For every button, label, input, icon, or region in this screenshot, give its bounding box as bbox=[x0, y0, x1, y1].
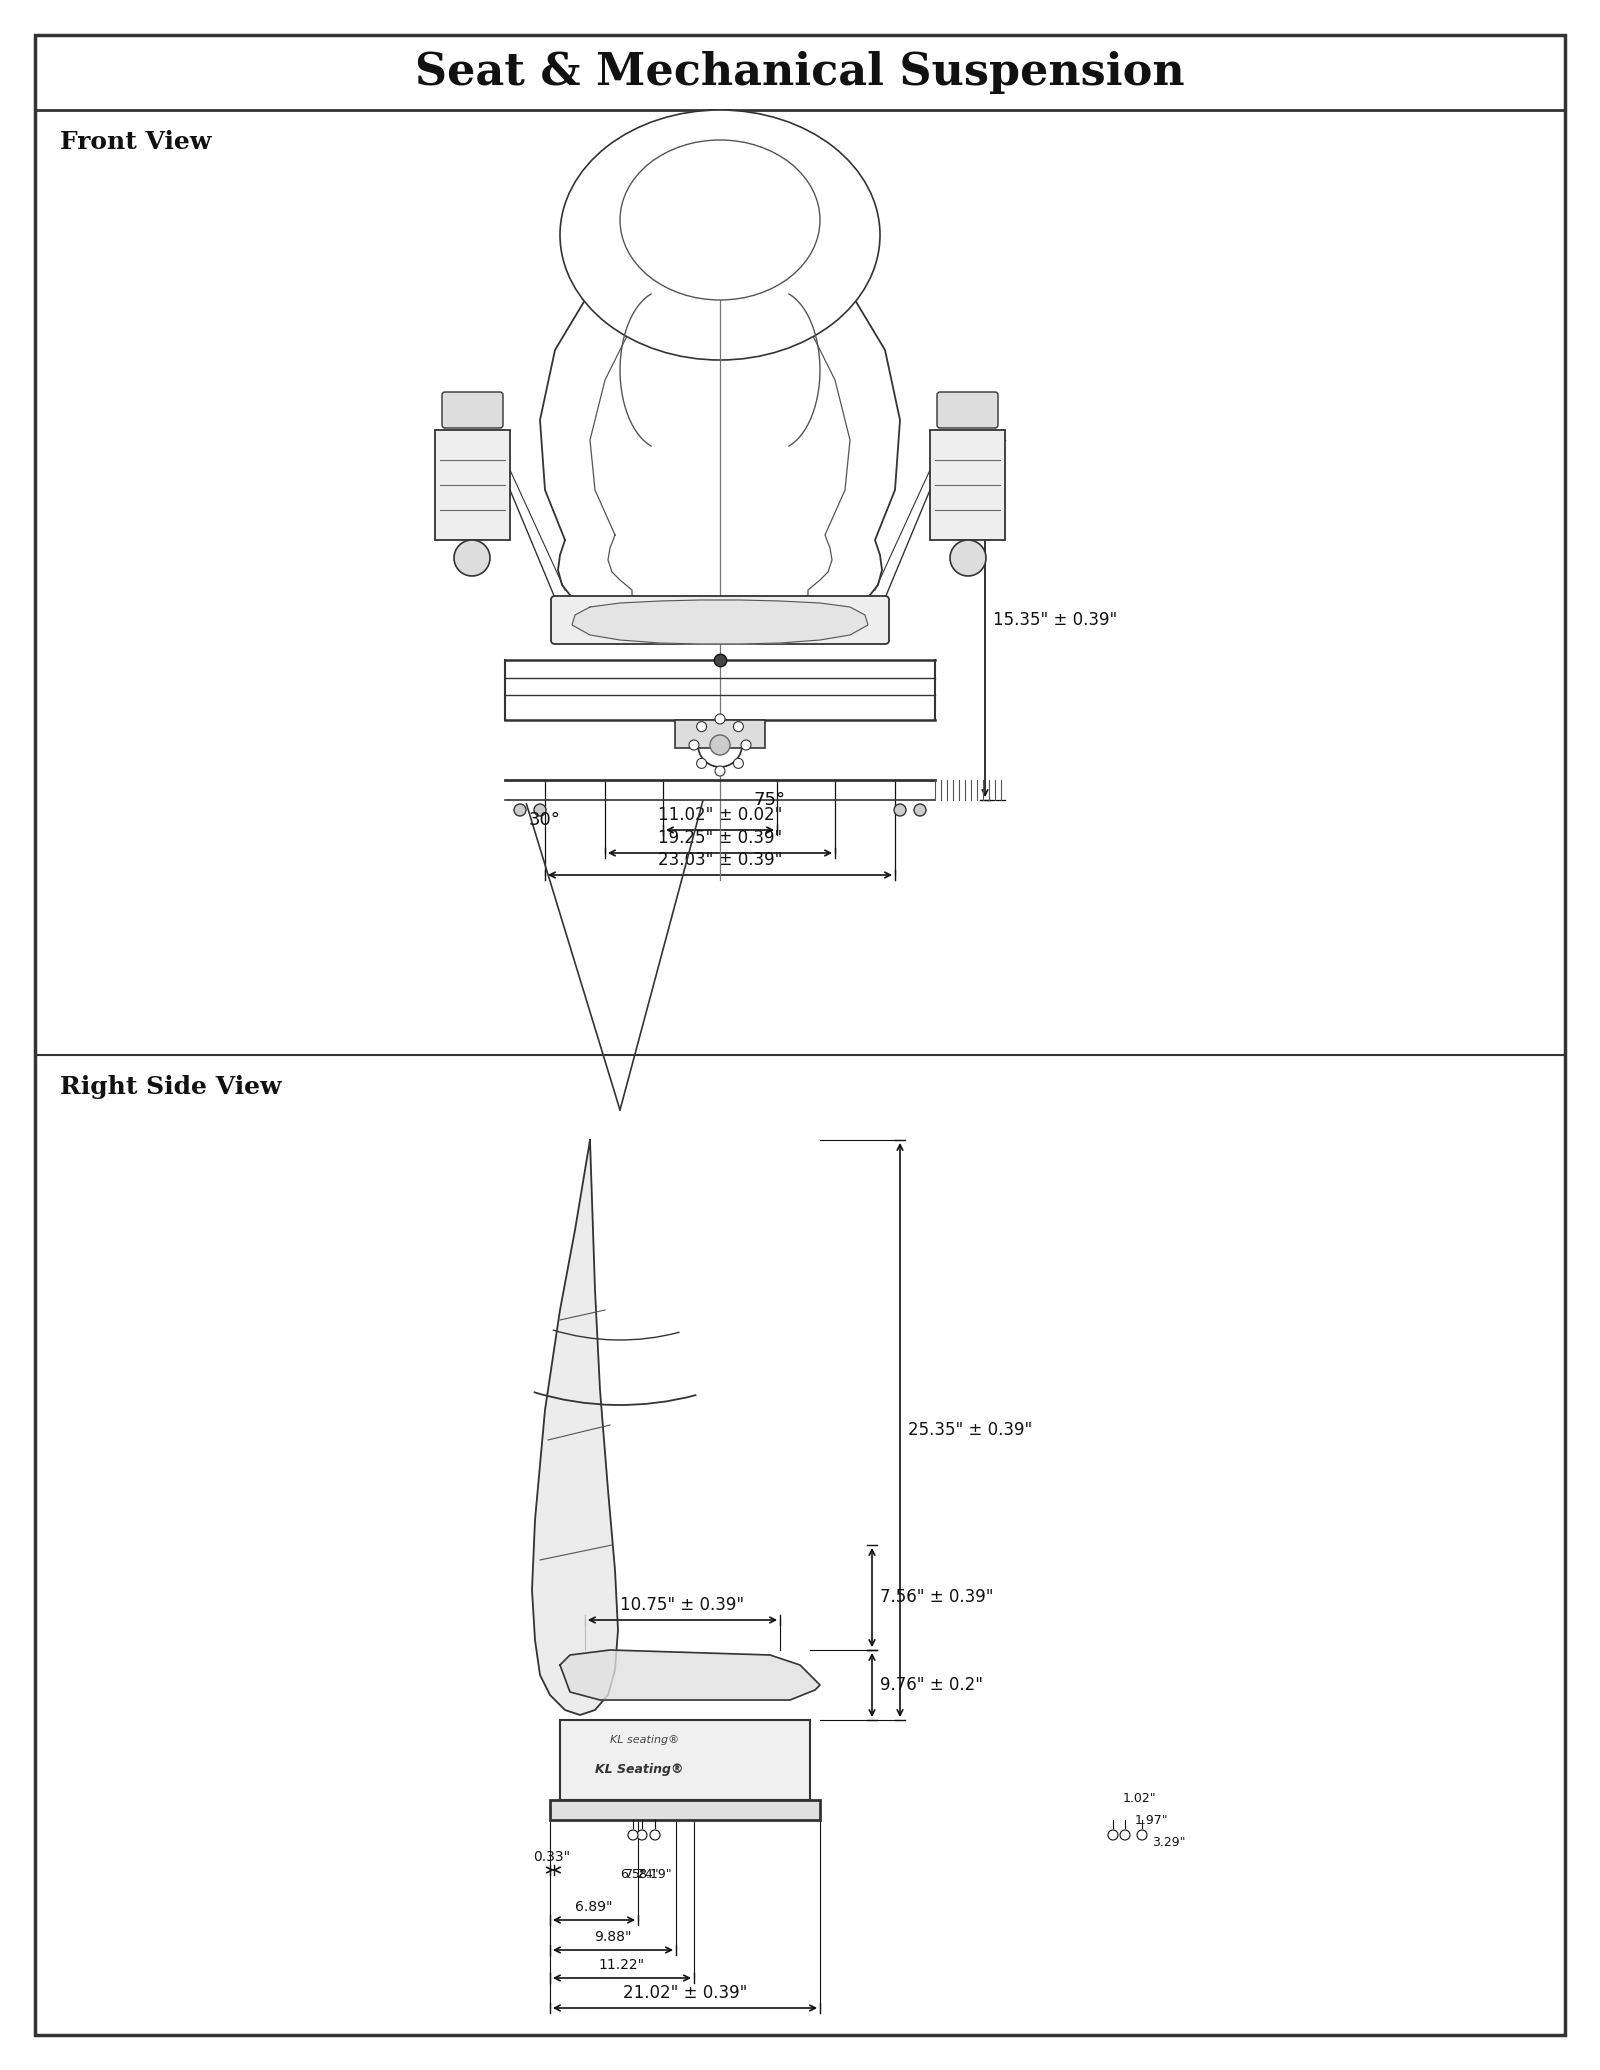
Circle shape bbox=[696, 758, 707, 768]
Text: 9.88": 9.88" bbox=[594, 1929, 632, 1944]
Text: 1.97": 1.97" bbox=[1134, 1813, 1168, 1828]
Text: 10.75" ± 0.39": 10.75" ± 0.39" bbox=[621, 1596, 744, 1615]
Circle shape bbox=[715, 766, 725, 776]
Circle shape bbox=[1107, 1830, 1118, 1840]
Text: 8.19": 8.19" bbox=[638, 1869, 672, 1882]
Circle shape bbox=[514, 803, 526, 816]
Bar bbox=[435, 431, 510, 540]
Text: 19.25" ± 0.39": 19.25" ± 0.39" bbox=[658, 828, 782, 847]
Circle shape bbox=[733, 722, 744, 731]
Text: 1.02": 1.02" bbox=[1123, 1793, 1157, 1805]
Polygon shape bbox=[541, 176, 899, 621]
Circle shape bbox=[637, 1830, 646, 1840]
Bar bbox=[560, 1720, 810, 1801]
Text: Right Side View: Right Side View bbox=[61, 1074, 282, 1099]
Circle shape bbox=[733, 758, 744, 768]
Ellipse shape bbox=[560, 110, 880, 360]
FancyBboxPatch shape bbox=[442, 391, 502, 428]
Circle shape bbox=[534, 803, 546, 816]
Circle shape bbox=[696, 722, 707, 731]
Polygon shape bbox=[531, 1141, 618, 1716]
Text: 11.02" ± 0.02": 11.02" ± 0.02" bbox=[658, 805, 782, 824]
Bar bbox=[550, 1801, 819, 1820]
Text: 30°: 30° bbox=[530, 811, 562, 828]
Text: 21.02" ± 0.39": 21.02" ± 0.39" bbox=[622, 1983, 747, 2002]
Text: KL Seating®: KL Seating® bbox=[595, 1764, 683, 1776]
Text: 6.5": 6.5" bbox=[621, 1869, 646, 1882]
Polygon shape bbox=[555, 130, 885, 580]
Ellipse shape bbox=[621, 141, 819, 300]
Circle shape bbox=[950, 540, 986, 575]
Circle shape bbox=[698, 722, 742, 768]
Text: 6.89": 6.89" bbox=[576, 1900, 613, 1915]
Circle shape bbox=[914, 803, 926, 816]
Text: 75°: 75° bbox=[754, 791, 786, 809]
Circle shape bbox=[454, 540, 490, 575]
Text: Seat & Mechanical Suspension: Seat & Mechanical Suspension bbox=[414, 50, 1186, 93]
Circle shape bbox=[1138, 1830, 1147, 1840]
Circle shape bbox=[650, 1830, 661, 1840]
Text: 7.24": 7.24" bbox=[626, 1869, 659, 1882]
Text: 11.22": 11.22" bbox=[598, 1958, 645, 1973]
Text: 7.56" ± 0.39": 7.56" ± 0.39" bbox=[880, 1588, 994, 1606]
Circle shape bbox=[894, 803, 906, 816]
Circle shape bbox=[710, 735, 730, 756]
Text: Front View: Front View bbox=[61, 130, 211, 153]
Bar bbox=[675, 720, 765, 747]
Polygon shape bbox=[590, 219, 850, 600]
Polygon shape bbox=[573, 600, 867, 644]
Text: 9.76" ± 0.2": 9.76" ± 0.2" bbox=[880, 1677, 982, 1693]
Circle shape bbox=[1120, 1830, 1130, 1840]
Text: 25.35" ± 0.39": 25.35" ± 0.39" bbox=[909, 1420, 1032, 1439]
Text: 23.03" ± 0.39": 23.03" ± 0.39" bbox=[658, 851, 782, 869]
Circle shape bbox=[741, 739, 750, 749]
FancyBboxPatch shape bbox=[938, 391, 998, 428]
Circle shape bbox=[627, 1830, 638, 1840]
Polygon shape bbox=[560, 1650, 819, 1699]
Text: KL seating®: KL seating® bbox=[610, 1735, 680, 1745]
Circle shape bbox=[715, 714, 725, 724]
Bar bbox=[930, 431, 1005, 540]
Text: 0.33": 0.33" bbox=[533, 1851, 571, 1863]
FancyBboxPatch shape bbox=[550, 596, 890, 644]
Circle shape bbox=[690, 739, 699, 749]
Text: 3.29": 3.29" bbox=[1152, 1836, 1186, 1849]
Text: 15.35" ± 0.39": 15.35" ± 0.39" bbox=[994, 611, 1117, 629]
